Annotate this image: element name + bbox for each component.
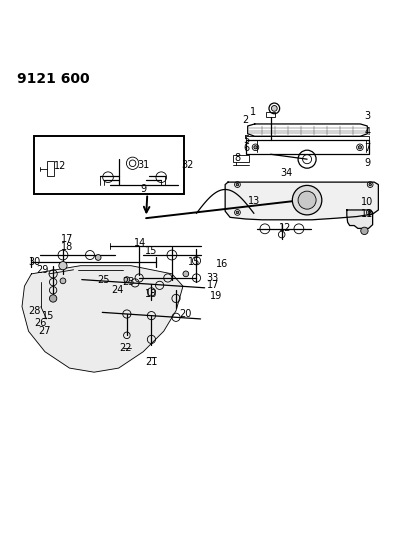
Text: 8: 8 xyxy=(234,153,240,163)
Bar xyxy=(266,112,275,117)
Circle shape xyxy=(271,106,277,111)
Text: 20: 20 xyxy=(180,309,192,319)
Circle shape xyxy=(368,211,371,214)
Polygon shape xyxy=(347,210,373,229)
Text: 18: 18 xyxy=(145,289,157,300)
Text: 12: 12 xyxy=(54,161,66,171)
Text: 2: 2 xyxy=(242,115,249,125)
Text: 30: 30 xyxy=(28,256,40,266)
Text: 9: 9 xyxy=(140,184,146,193)
Text: 7: 7 xyxy=(364,143,370,153)
Text: 9121 600: 9121 600 xyxy=(17,72,90,86)
Bar xyxy=(34,136,184,193)
Text: 22: 22 xyxy=(119,343,132,353)
Text: 15: 15 xyxy=(42,311,54,321)
Text: 19: 19 xyxy=(210,291,222,301)
Text: 27: 27 xyxy=(39,326,51,336)
Text: 10: 10 xyxy=(361,197,374,207)
Circle shape xyxy=(49,295,57,302)
Circle shape xyxy=(361,227,368,235)
Circle shape xyxy=(236,183,239,186)
Polygon shape xyxy=(225,182,379,220)
Text: 15: 15 xyxy=(188,256,200,266)
Bar xyxy=(246,140,369,154)
Circle shape xyxy=(95,255,101,260)
Text: 14: 14 xyxy=(134,238,146,248)
Text: 21: 21 xyxy=(145,357,158,367)
Text: 5: 5 xyxy=(243,135,249,146)
Text: 29: 29 xyxy=(36,265,48,275)
Text: 4: 4 xyxy=(364,127,370,137)
Circle shape xyxy=(124,277,130,282)
Text: 6: 6 xyxy=(243,143,249,153)
Text: 11: 11 xyxy=(361,209,374,219)
Text: 34: 34 xyxy=(280,168,293,178)
Bar xyxy=(46,161,54,176)
Bar xyxy=(233,155,249,161)
Text: 17: 17 xyxy=(61,233,73,244)
Text: 18: 18 xyxy=(61,242,73,252)
Text: 23: 23 xyxy=(122,277,135,287)
Polygon shape xyxy=(22,265,183,372)
Text: 1: 1 xyxy=(249,107,256,117)
Text: 24: 24 xyxy=(111,285,124,295)
Circle shape xyxy=(59,262,67,270)
Text: 9: 9 xyxy=(364,158,370,168)
Circle shape xyxy=(254,146,257,149)
Circle shape xyxy=(298,191,316,209)
Text: 33: 33 xyxy=(207,273,219,283)
Circle shape xyxy=(369,183,372,186)
Text: 3: 3 xyxy=(364,111,370,121)
Circle shape xyxy=(358,146,362,149)
Circle shape xyxy=(236,211,239,214)
Circle shape xyxy=(183,271,189,277)
Text: 26: 26 xyxy=(35,318,47,328)
Circle shape xyxy=(60,278,66,284)
Text: 28: 28 xyxy=(28,306,40,316)
Text: 15: 15 xyxy=(145,246,158,256)
Text: 25: 25 xyxy=(98,274,110,285)
Text: 31: 31 xyxy=(137,160,149,170)
Text: 16: 16 xyxy=(216,260,228,270)
Bar xyxy=(246,136,369,140)
Circle shape xyxy=(292,185,322,215)
Text: 17: 17 xyxy=(207,280,219,290)
Text: 32: 32 xyxy=(181,160,193,170)
Text: 12: 12 xyxy=(279,223,291,232)
Text: 13: 13 xyxy=(248,196,260,206)
